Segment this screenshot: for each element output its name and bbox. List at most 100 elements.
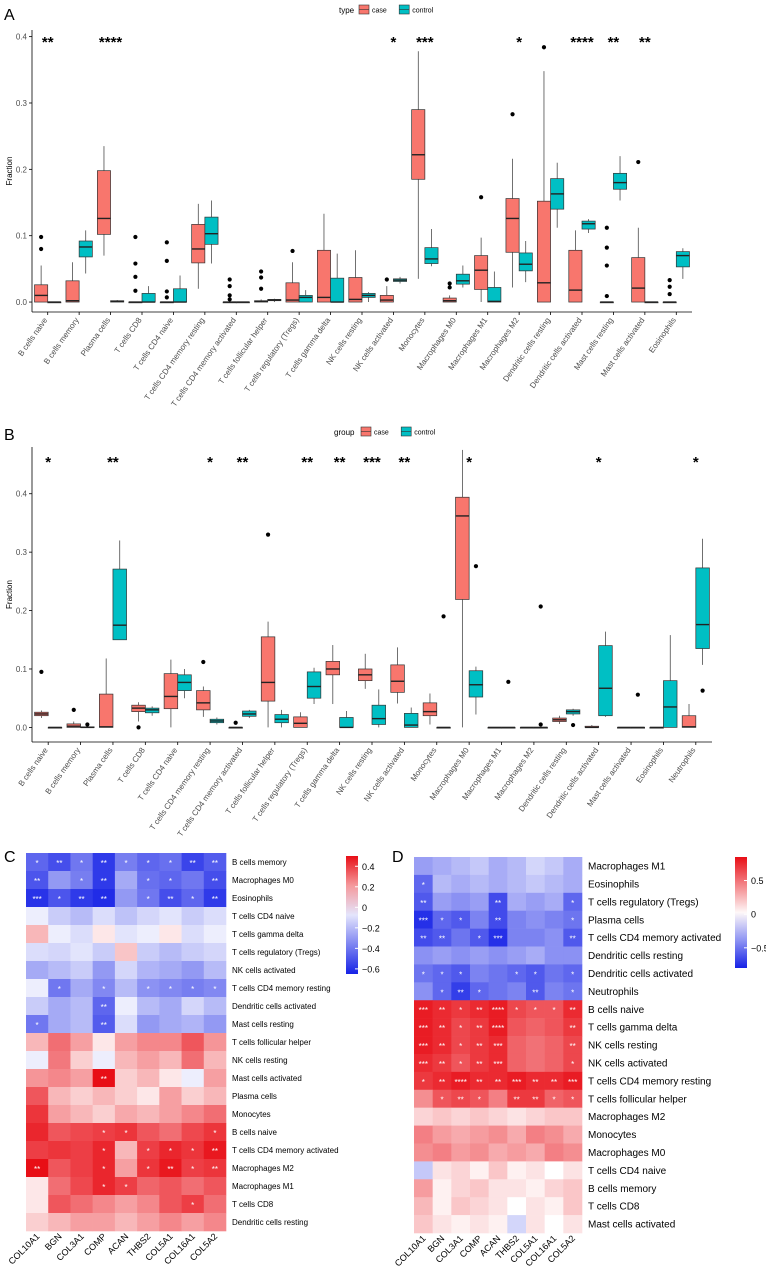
- y-tick-label: 0.1: [16, 232, 28, 241]
- box-control: [518, 252, 533, 272]
- heatmap-cell: [181, 925, 205, 944]
- heatmap-cell: [563, 1143, 583, 1162]
- row-label: T cells gamma delta: [588, 1023, 678, 1034]
- heatmap-cell: [526, 1215, 545, 1234]
- heatmap-cell: [114, 1015, 138, 1034]
- heatmap-cell: [470, 1000, 489, 1019]
- heatmap-cell: [181, 871, 205, 890]
- heatmap-cell: [432, 1197, 452, 1216]
- heatmap-cell: [26, 889, 49, 908]
- heatmap-cell: [488, 964, 508, 983]
- cell-significance: **: [476, 1006, 482, 1015]
- heatmap-cell: [70, 925, 93, 944]
- significance-label: *: [693, 454, 699, 471]
- heatmap-cell: [114, 1141, 138, 1160]
- cell-significance: ***: [493, 1042, 502, 1051]
- y-tick-label: 0.4: [16, 33, 28, 42]
- heatmap-cell: [563, 1179, 583, 1198]
- heatmap-cell: [203, 1195, 227, 1214]
- row-label: NK cells resting: [232, 1056, 288, 1065]
- heatmap-cell: [137, 889, 160, 908]
- heatmap-cell: [526, 874, 545, 894]
- heatmap-cell: [203, 997, 227, 1016]
- outlier-point: [164, 289, 169, 294]
- column-label: COL10A1: [7, 1231, 42, 1266]
- box-control: [306, 671, 322, 699]
- heatmap-cell: [114, 925, 138, 944]
- heatmap-cell: [26, 907, 49, 926]
- heatmap-cell: [137, 1159, 160, 1178]
- box-control: [78, 240, 93, 258]
- heatmap-cell: [488, 1000, 508, 1019]
- outlier-point: [39, 669, 44, 675]
- outlier-point: [541, 45, 547, 50]
- row-label: Dendritic cells resting: [232, 1218, 308, 1227]
- heatmap-cell: [114, 907, 138, 926]
- heatmap-cell: [181, 1123, 205, 1142]
- heatmap-cell: [114, 871, 138, 890]
- box-case: [390, 664, 405, 693]
- heatmap-cell: [563, 1071, 583, 1091]
- heatmap-cell: [92, 1177, 116, 1196]
- heatmap-cell: [48, 1177, 71, 1196]
- cell-significance: ***: [493, 1060, 502, 1069]
- heatmap-cell: [203, 1051, 227, 1070]
- outlier-point: [604, 293, 609, 299]
- row-label: NK cells resting: [588, 1041, 657, 1052]
- heatmap-cell: [70, 1159, 93, 1178]
- y-axis-title: Fraction: [5, 157, 14, 186]
- heatmap-cell: [70, 889, 93, 908]
- heatmap-cell: [563, 874, 583, 894]
- heatmap-cell: [544, 1089, 564, 1108]
- colorbar-tick-label: 0: [362, 903, 367, 913]
- cell-significance: *: [58, 985, 61, 994]
- x-tick-label: Plasma cells: [79, 316, 112, 358]
- heatmap-cell: [70, 1141, 93, 1160]
- significance-label: **: [334, 454, 346, 471]
- significance-label: ***: [363, 454, 381, 471]
- heatmap-cell: [414, 874, 433, 894]
- heatmap-cell: [203, 1177, 227, 1196]
- heatmap-cell: [488, 910, 508, 929]
- box-case: [99, 693, 114, 728]
- heatmap-cell: [470, 892, 489, 912]
- row-label: T cells CD4 memory activated: [232, 1146, 339, 1155]
- heatmap-cell: [48, 997, 71, 1016]
- heatmap-cell: [181, 1033, 205, 1052]
- outlier-point: [227, 277, 232, 282]
- cell-significance: *: [571, 970, 574, 979]
- heatmap-cell: [432, 928, 452, 947]
- row-label: Macrophages M2: [588, 1112, 666, 1123]
- row-label: Dendritic cells activated: [588, 969, 693, 980]
- row-label: T cells regulatory (Tregs): [232, 948, 321, 957]
- colorbar: [346, 856, 358, 974]
- colorbar-tick-label: 0: [751, 910, 756, 920]
- panel-letter: A: [4, 7, 15, 24]
- heatmap-cell: [563, 1036, 583, 1055]
- heatmap-cell: [48, 1123, 71, 1142]
- legend: group case control: [334, 426, 436, 437]
- heatmap-cell: [137, 943, 160, 962]
- outlier-point: [604, 263, 609, 268]
- cell-significance: *: [459, 1060, 462, 1069]
- cell-significance: **: [101, 1003, 107, 1012]
- legend-label-control: control: [412, 8, 433, 15]
- cell-significance: *: [459, 917, 462, 926]
- heatmap-cell: [203, 961, 227, 980]
- x-tick-label: T cells regulatory (Tregs): [251, 746, 309, 824]
- outlier-point: [473, 564, 479, 569]
- heatmap-cell: [432, 1071, 452, 1091]
- heatmap-cell: [159, 871, 182, 890]
- heatmap-cell: [526, 857, 545, 876]
- heatmap-cell: [544, 1000, 564, 1019]
- row-label: Eosinophils: [588, 879, 639, 890]
- heatmap-cell: [414, 1053, 433, 1073]
- heatmap-cell: [544, 857, 564, 876]
- heatmap-cell: [526, 910, 545, 929]
- cell-significance: **: [439, 1006, 445, 1015]
- heatmap-cell: [488, 1071, 508, 1091]
- outlier-point: [667, 291, 672, 297]
- heatmap-cell: [26, 1177, 49, 1196]
- heatmap-cell: [526, 1197, 545, 1216]
